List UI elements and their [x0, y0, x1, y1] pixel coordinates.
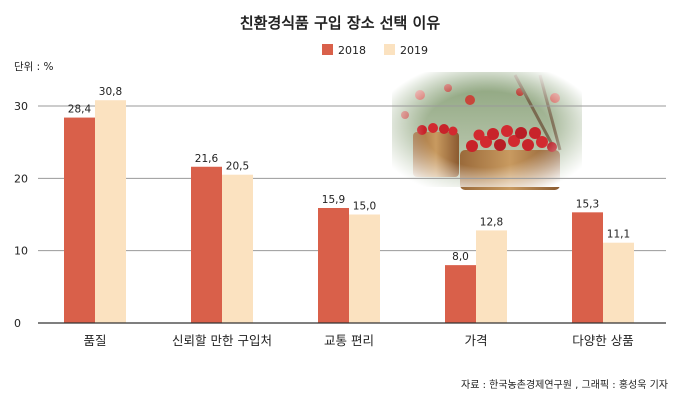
y-tick-label: 10: [14, 245, 28, 258]
bar-2018: [64, 117, 95, 323]
bar-2019: [476, 230, 507, 323]
bars: 28,4 30,8 21,6 20,5 15,9 15,0 8,0 12,8 15,3 11,1: [64, 86, 634, 323]
bar-value-label: 30,8: [99, 86, 122, 98]
bar-2019: [95, 100, 126, 323]
bar-value-label: 15,3: [576, 198, 599, 210]
bar-value-label: 15,0: [353, 201, 376, 213]
bar-value-label: 28,4: [68, 104, 92, 116]
bar-value-label: 11,1: [607, 229, 630, 241]
y-tick-label: 20: [14, 172, 28, 185]
bar-value-label: 21,6: [195, 153, 219, 165]
bar-value-label: 15,9: [322, 194, 345, 206]
bar-value-label: 12,8: [480, 216, 503, 228]
bar-2018: [445, 265, 476, 323]
bar-2018: [318, 207, 349, 323]
chart-title: 친환경식품 구입 장소 선택 이유: [240, 14, 440, 32]
x-category-label: 교통 편리: [324, 333, 374, 348]
bar-2019: [349, 214, 380, 323]
x-axis: 품질 신뢰할 만한 구입처 교통 편리 가격 다양한 상품: [38, 322, 666, 348]
legend-swatch-2018: [322, 44, 333, 55]
bar-2018: [191, 166, 222, 323]
bar-2019: [603, 242, 634, 323]
x-category-label: 신뢰할 만한 구입처: [172, 333, 272, 348]
x-category-label: 품질: [83, 333, 106, 348]
bar-2019: [222, 174, 253, 323]
legend-label-2019: 2019: [400, 44, 428, 57]
apple-basket-photo: [392, 72, 582, 190]
source-note: 자료 : 한국농촌경제연구원 , 그래픽 : 홍성욱 기자: [461, 378, 668, 391]
bar-value-label: 20,5: [226, 161, 249, 173]
legend: 2018 2019: [322, 44, 428, 57]
y-tick-label: 30: [14, 100, 28, 113]
x-category-label: 다양한 상품: [572, 333, 633, 348]
unit-label: 단위 : %: [14, 60, 54, 73]
x-category-label: 가격: [464, 333, 487, 348]
bar-2018: [572, 212, 603, 323]
legend-label-2018: 2018: [338, 44, 366, 57]
bar-value-label: 8,0: [452, 251, 469, 263]
legend-swatch-2019: [384, 44, 395, 55]
y-tick-label: 0: [14, 317, 21, 330]
